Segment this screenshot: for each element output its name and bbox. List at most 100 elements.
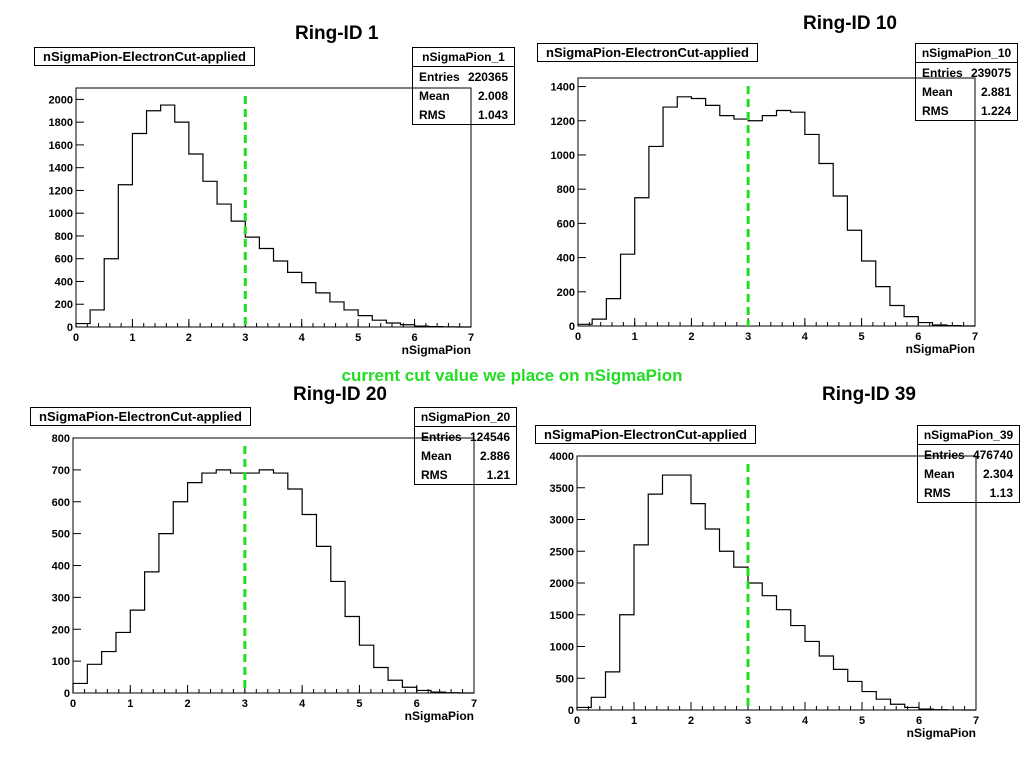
y-tick-label: 400 xyxy=(557,253,575,265)
x-tick-label: 1 xyxy=(127,698,133,710)
y-tick-label: 500 xyxy=(556,673,574,685)
x-tick-label: 0 xyxy=(574,715,580,727)
stats-entries-label: Entries xyxy=(419,70,460,84)
ring-id-1-title: Ring-ID 1 xyxy=(295,23,379,44)
stats-entries-value: 124546 xyxy=(469,430,510,444)
x-tick-label: 1 xyxy=(631,715,637,727)
x-tick-label: 0 xyxy=(575,331,581,343)
x-tick-label: 3 xyxy=(242,332,248,344)
stats-rms-label: RMS xyxy=(924,486,951,500)
x-tick-label: 0 xyxy=(70,698,76,710)
y-tick-label: 400 xyxy=(55,276,73,288)
x-tick-label: 2 xyxy=(186,332,192,344)
stats-mean-label: Mean xyxy=(924,467,955,481)
stats-mean-value: 2.886 xyxy=(479,449,510,463)
x-axis-title: nSigmaPion xyxy=(402,343,471,357)
y-tick-label: 1000 xyxy=(49,208,73,220)
y-tick-label: 800 xyxy=(52,433,70,445)
y-tick-label: 200 xyxy=(55,299,73,311)
stats-box-39: nSigmaPion_39 Entries 476740 Mean 2.304 RM… xyxy=(917,425,1020,503)
x-tick-label: 0 xyxy=(73,332,79,344)
histogram-1-subtitle: nSigmaPion-ElectronCut-applied xyxy=(34,47,255,66)
stats-mean-value: 2.008 xyxy=(477,89,508,103)
y-tick-label: 600 xyxy=(55,254,73,266)
stats-rms-value: 1.043 xyxy=(477,108,508,122)
stats-mean-label: Mean xyxy=(419,89,450,103)
plot-frame xyxy=(576,455,977,711)
stats-rms-label: RMS xyxy=(419,108,446,122)
x-tick-label: 3 xyxy=(242,698,248,710)
y-tick-label: 1000 xyxy=(550,642,574,654)
plot-frame xyxy=(577,77,976,327)
y-tick-label: 4000 xyxy=(550,451,574,463)
stats-name: nSigmaPion_1 xyxy=(413,48,514,67)
y-tick-label: 600 xyxy=(557,218,575,230)
y-tick-label: 2000 xyxy=(49,94,73,106)
x-tick-label: 2 xyxy=(688,715,694,727)
stats-mean-value: 2.304 xyxy=(982,467,1013,481)
plot-frame xyxy=(75,87,472,328)
x-tick-label: 5 xyxy=(355,332,361,344)
y-tick-label: 1800 xyxy=(49,117,73,129)
x-tick-label: 7 xyxy=(468,332,474,344)
x-tick-label: 5 xyxy=(356,698,362,710)
x-axis-title: nSigmaPion xyxy=(906,342,975,356)
stats-entries-label: Entries xyxy=(922,66,963,80)
x-tick-label: 4 xyxy=(299,698,306,710)
x-tick-label: 5 xyxy=(859,331,865,343)
y-tick-label: 3500 xyxy=(550,483,574,495)
x-tick-label: 4 xyxy=(802,331,809,343)
y-tick-label: 200 xyxy=(52,624,70,636)
x-axis-title: nSigmaPion xyxy=(907,726,976,740)
y-tick-label: 400 xyxy=(52,561,70,573)
y-tick-label: 100 xyxy=(52,656,70,668)
y-tick-label: 600 xyxy=(52,497,70,509)
x-tick-label: 2 xyxy=(688,331,694,343)
stats-box-1: nSigmaPion_1 Entries 220365 Mean 2.008 RMS… xyxy=(412,47,515,125)
stats-name: nSigmaPion_20 xyxy=(415,408,516,427)
x-tick-label: 3 xyxy=(745,331,751,343)
y-tick-label: 500 xyxy=(52,529,70,541)
stats-box-20: nSigmaPion_20 Entries 124546 Mean 2.886 RM… xyxy=(414,407,517,485)
x-axis-title: nSigmaPion xyxy=(405,709,474,723)
histogram-step-line xyxy=(576,474,976,711)
ring-id-39-title: Ring-ID 39 xyxy=(822,384,916,405)
y-tick-label: 1200 xyxy=(49,185,73,197)
stats-entries-label: Entries xyxy=(421,430,462,444)
histogram-panel: 0 1 2 3 4 5 6 7 0 500 1000 1500 2000 2500 3000 3500 4000… xyxy=(550,451,980,740)
histogram-step-line xyxy=(75,104,471,328)
x-tick-label: 6 xyxy=(412,332,418,344)
histogram-panel: 0 1 2 3 4 5 6 7 0 200 400 600 800 1000 1200 1400 nSigmaP… xyxy=(551,77,978,356)
histogram-39-subtitle: nSigmaPion-ElectronCut-applied xyxy=(535,425,756,444)
y-tick-label: 0 xyxy=(64,688,70,700)
histogram-step-line xyxy=(577,96,975,327)
x-tick-label: 4 xyxy=(299,332,306,344)
x-tick-label: 3 xyxy=(745,715,751,727)
cut-value-annotation: current cut value we place on nSigmaPion xyxy=(341,366,683,385)
stats-entries-value: 239075 xyxy=(970,66,1011,80)
y-tick-label: 0 xyxy=(568,705,574,717)
y-tick-label: 1200 xyxy=(551,116,575,128)
y-tick-label: 1500 xyxy=(550,610,574,622)
stats-mean-label: Mean xyxy=(922,85,953,99)
x-tick-label: 6 xyxy=(414,698,420,710)
y-tick-label: 0 xyxy=(67,322,73,334)
stats-entries-label: Entries xyxy=(924,448,965,462)
stats-mean-value: 2.881 xyxy=(980,85,1011,99)
y-tick-label: 1600 xyxy=(49,140,73,152)
stats-name: nSigmaPion_39 xyxy=(918,426,1019,445)
stats-box-10: nSigmaPion_10 Entries 239075 Mean 2.881 RM… xyxy=(915,43,1018,121)
x-tick-label: 6 xyxy=(915,331,921,343)
stats-entries-value: 220365 xyxy=(467,70,508,84)
ring-id-10-title: Ring-ID 10 xyxy=(803,13,897,34)
histogram-panel: 0 1 2 3 4 5 6 7 0 100 200 300 400 500 600 700 800 nSigmaP… xyxy=(52,433,477,723)
y-tick-label: 2500 xyxy=(550,546,574,558)
stats-rms-value: 1.21 xyxy=(486,468,510,482)
x-tick-label: 1 xyxy=(632,331,638,343)
plot-frame xyxy=(72,437,475,694)
y-tick-label: 200 xyxy=(557,287,575,299)
histogram-step-line xyxy=(72,469,474,694)
stats-rms-value: 1.224 xyxy=(980,104,1011,118)
y-tick-label: 700 xyxy=(52,465,70,477)
stats-rms-label: RMS xyxy=(421,468,448,482)
